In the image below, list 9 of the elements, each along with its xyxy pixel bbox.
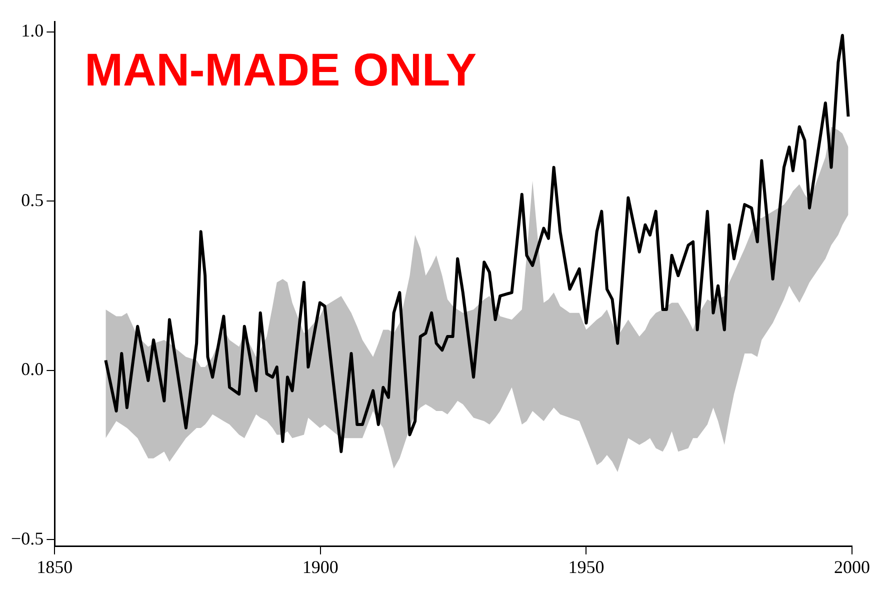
x-tick-label: 1950 bbox=[568, 556, 604, 577]
x-tick-label: 1900 bbox=[302, 556, 338, 577]
y-tick-label: 0.0 bbox=[21, 359, 44, 380]
y-tick-label: 0.5 bbox=[21, 190, 44, 210]
x-tick-label: 2000 bbox=[834, 556, 870, 577]
annotation: MAN-MADE ONLY bbox=[84, 43, 477, 96]
x-tick-label: 1850 bbox=[36, 556, 73, 577]
y-tick-label: −0.5 bbox=[10, 528, 44, 548]
y-tick-label: 1.0 bbox=[21, 20, 44, 41]
